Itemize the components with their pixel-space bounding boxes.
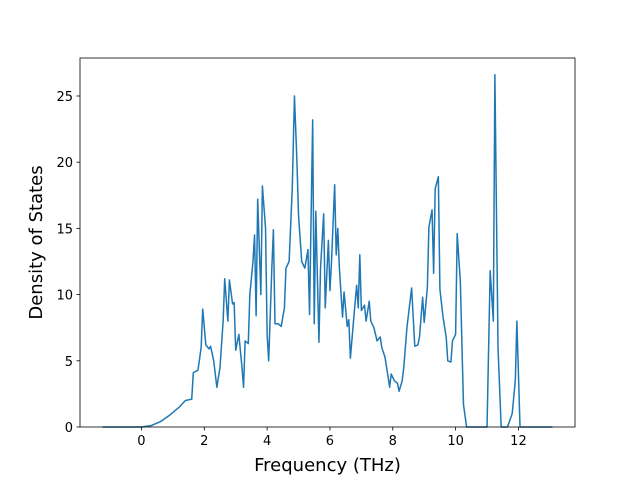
y-tick-label: 25	[56, 90, 73, 105]
x-tick-label: 2	[200, 434, 208, 449]
y-tick-label: 20	[56, 156, 73, 171]
plot-frame	[79, 57, 576, 428]
x-tick-label: 8	[389, 434, 397, 449]
y-tick-label: 10	[56, 289, 73, 304]
y-tick-label: 0	[65, 421, 73, 436]
x-tick-label: 10	[447, 434, 464, 449]
y-axis-label: Density of States	[26, 165, 47, 319]
x-tick-label: 4	[263, 434, 271, 449]
y-tick-label: 5	[65, 355, 73, 370]
x-tick-label: 6	[326, 434, 334, 449]
x-axis-label: Frequency (THz)	[254, 455, 401, 476]
x-tick-label: 12	[510, 434, 527, 449]
data-line	[102, 74, 553, 428]
y-tick-label: 15	[56, 222, 73, 237]
x-tick-label: 0	[137, 434, 145, 449]
